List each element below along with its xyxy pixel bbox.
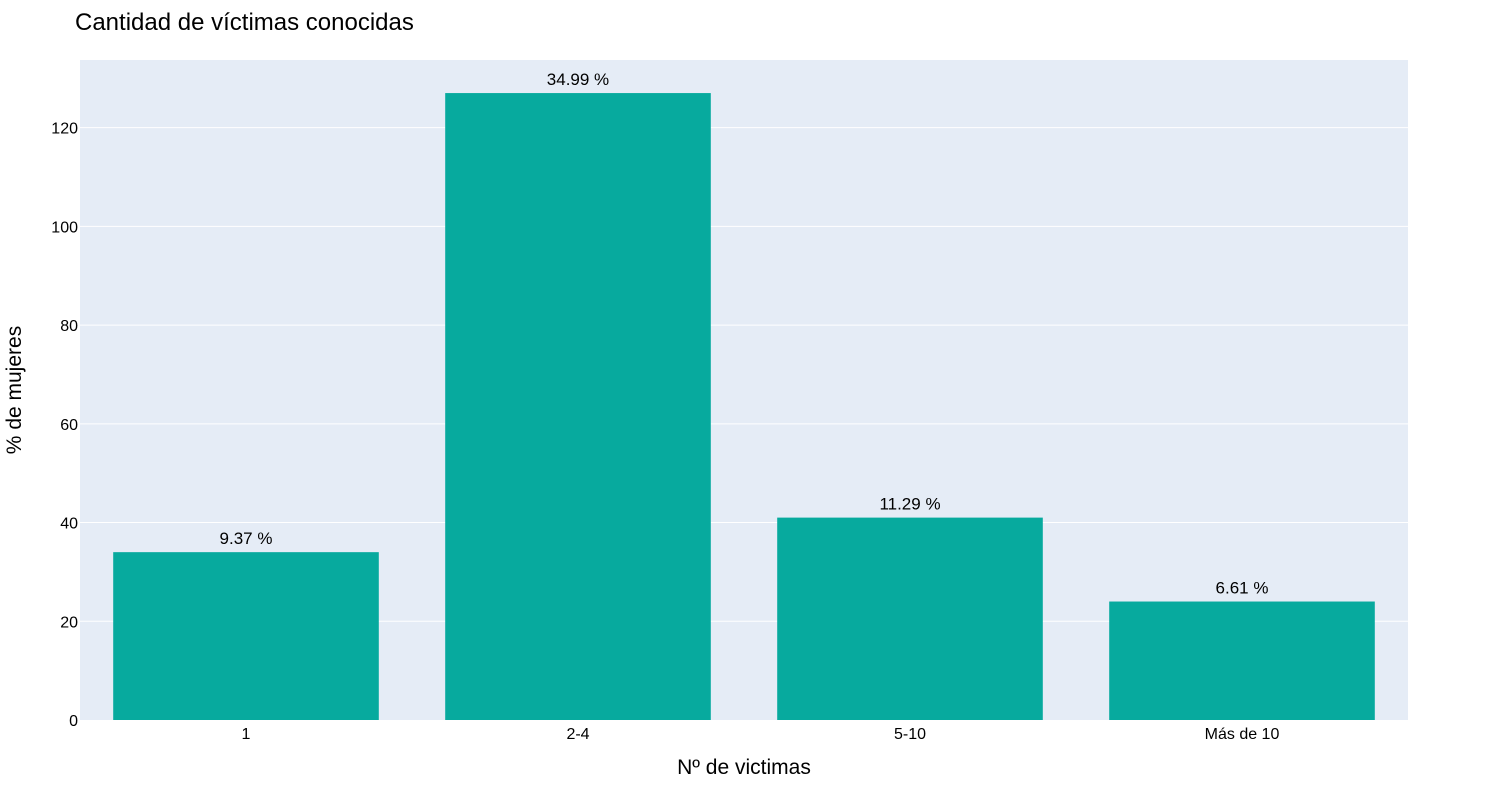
y-tick-label: 100	[51, 219, 78, 236]
bar	[777, 517, 1043, 720]
x-tick-label: 5-10	[894, 726, 926, 743]
bar-data-label: 6.61 %	[1216, 579, 1269, 598]
x-tick-label: 2-4	[566, 726, 589, 743]
x-axis-ticks: 1 2-4 5-10 Más de 10	[242, 726, 1280, 743]
y-tick-label: 60	[60, 417, 78, 434]
x-axis-title: Nº de victimas	[677, 756, 811, 779]
bar-data-label: 34.99 %	[547, 70, 609, 89]
data-labels: 9.37 % 34.99 % 11.29 % 6.61 %	[220, 70, 1269, 597]
y-axis-ticks: 0 20 40 60 80 100 120	[51, 121, 78, 730]
bars	[113, 93, 1375, 721]
chart-title: Cantidad de víctimas conocidas	[75, 9, 414, 36]
x-tick-label: Más de 10	[1205, 726, 1280, 743]
bar	[1109, 601, 1375, 720]
y-tick-label: 120	[51, 121, 78, 138]
y-tick-label: 40	[60, 516, 78, 533]
y-tick-label: 0	[69, 713, 78, 730]
bar-data-label: 11.29 %	[879, 495, 940, 514]
y-tick-label: 20	[60, 614, 78, 631]
bar-data-label: 9.37 %	[220, 529, 273, 548]
y-tick-label: 80	[60, 318, 78, 335]
x-tick-label: 1	[242, 726, 251, 743]
y-axis-title: % de mujeres	[3, 326, 26, 454]
bar	[445, 93, 711, 721]
bar	[113, 552, 379, 720]
